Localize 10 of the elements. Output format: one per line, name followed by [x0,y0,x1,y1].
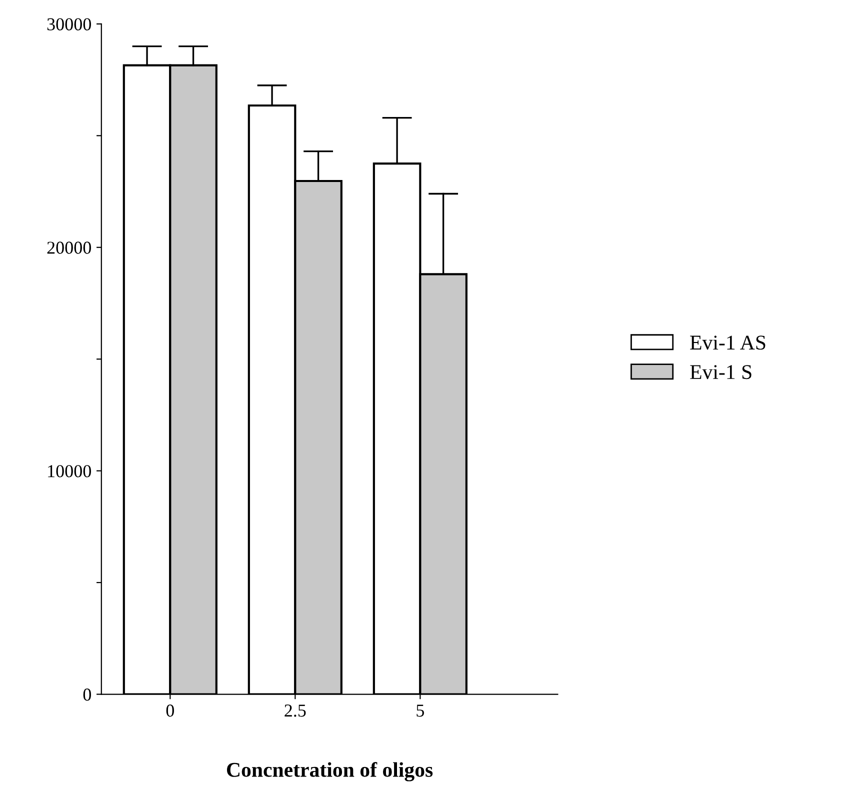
x-axis-title: Concnetration of oligos [226,762,433,782]
legend-label: Evi-1 AS [690,336,766,350]
y-tick-label: 30000 [47,18,91,30]
x-tick-label: 5 [416,704,424,717]
y-tick-label: 20000 [47,242,91,254]
x-tick-label: 2.5 [284,704,306,717]
y-tick-label: 10000 [48,465,91,478]
legend-label: Evi-1 S [690,365,752,380]
y-tick-label: 0 [83,688,91,701]
x-tick-label: 0 [166,704,174,717]
